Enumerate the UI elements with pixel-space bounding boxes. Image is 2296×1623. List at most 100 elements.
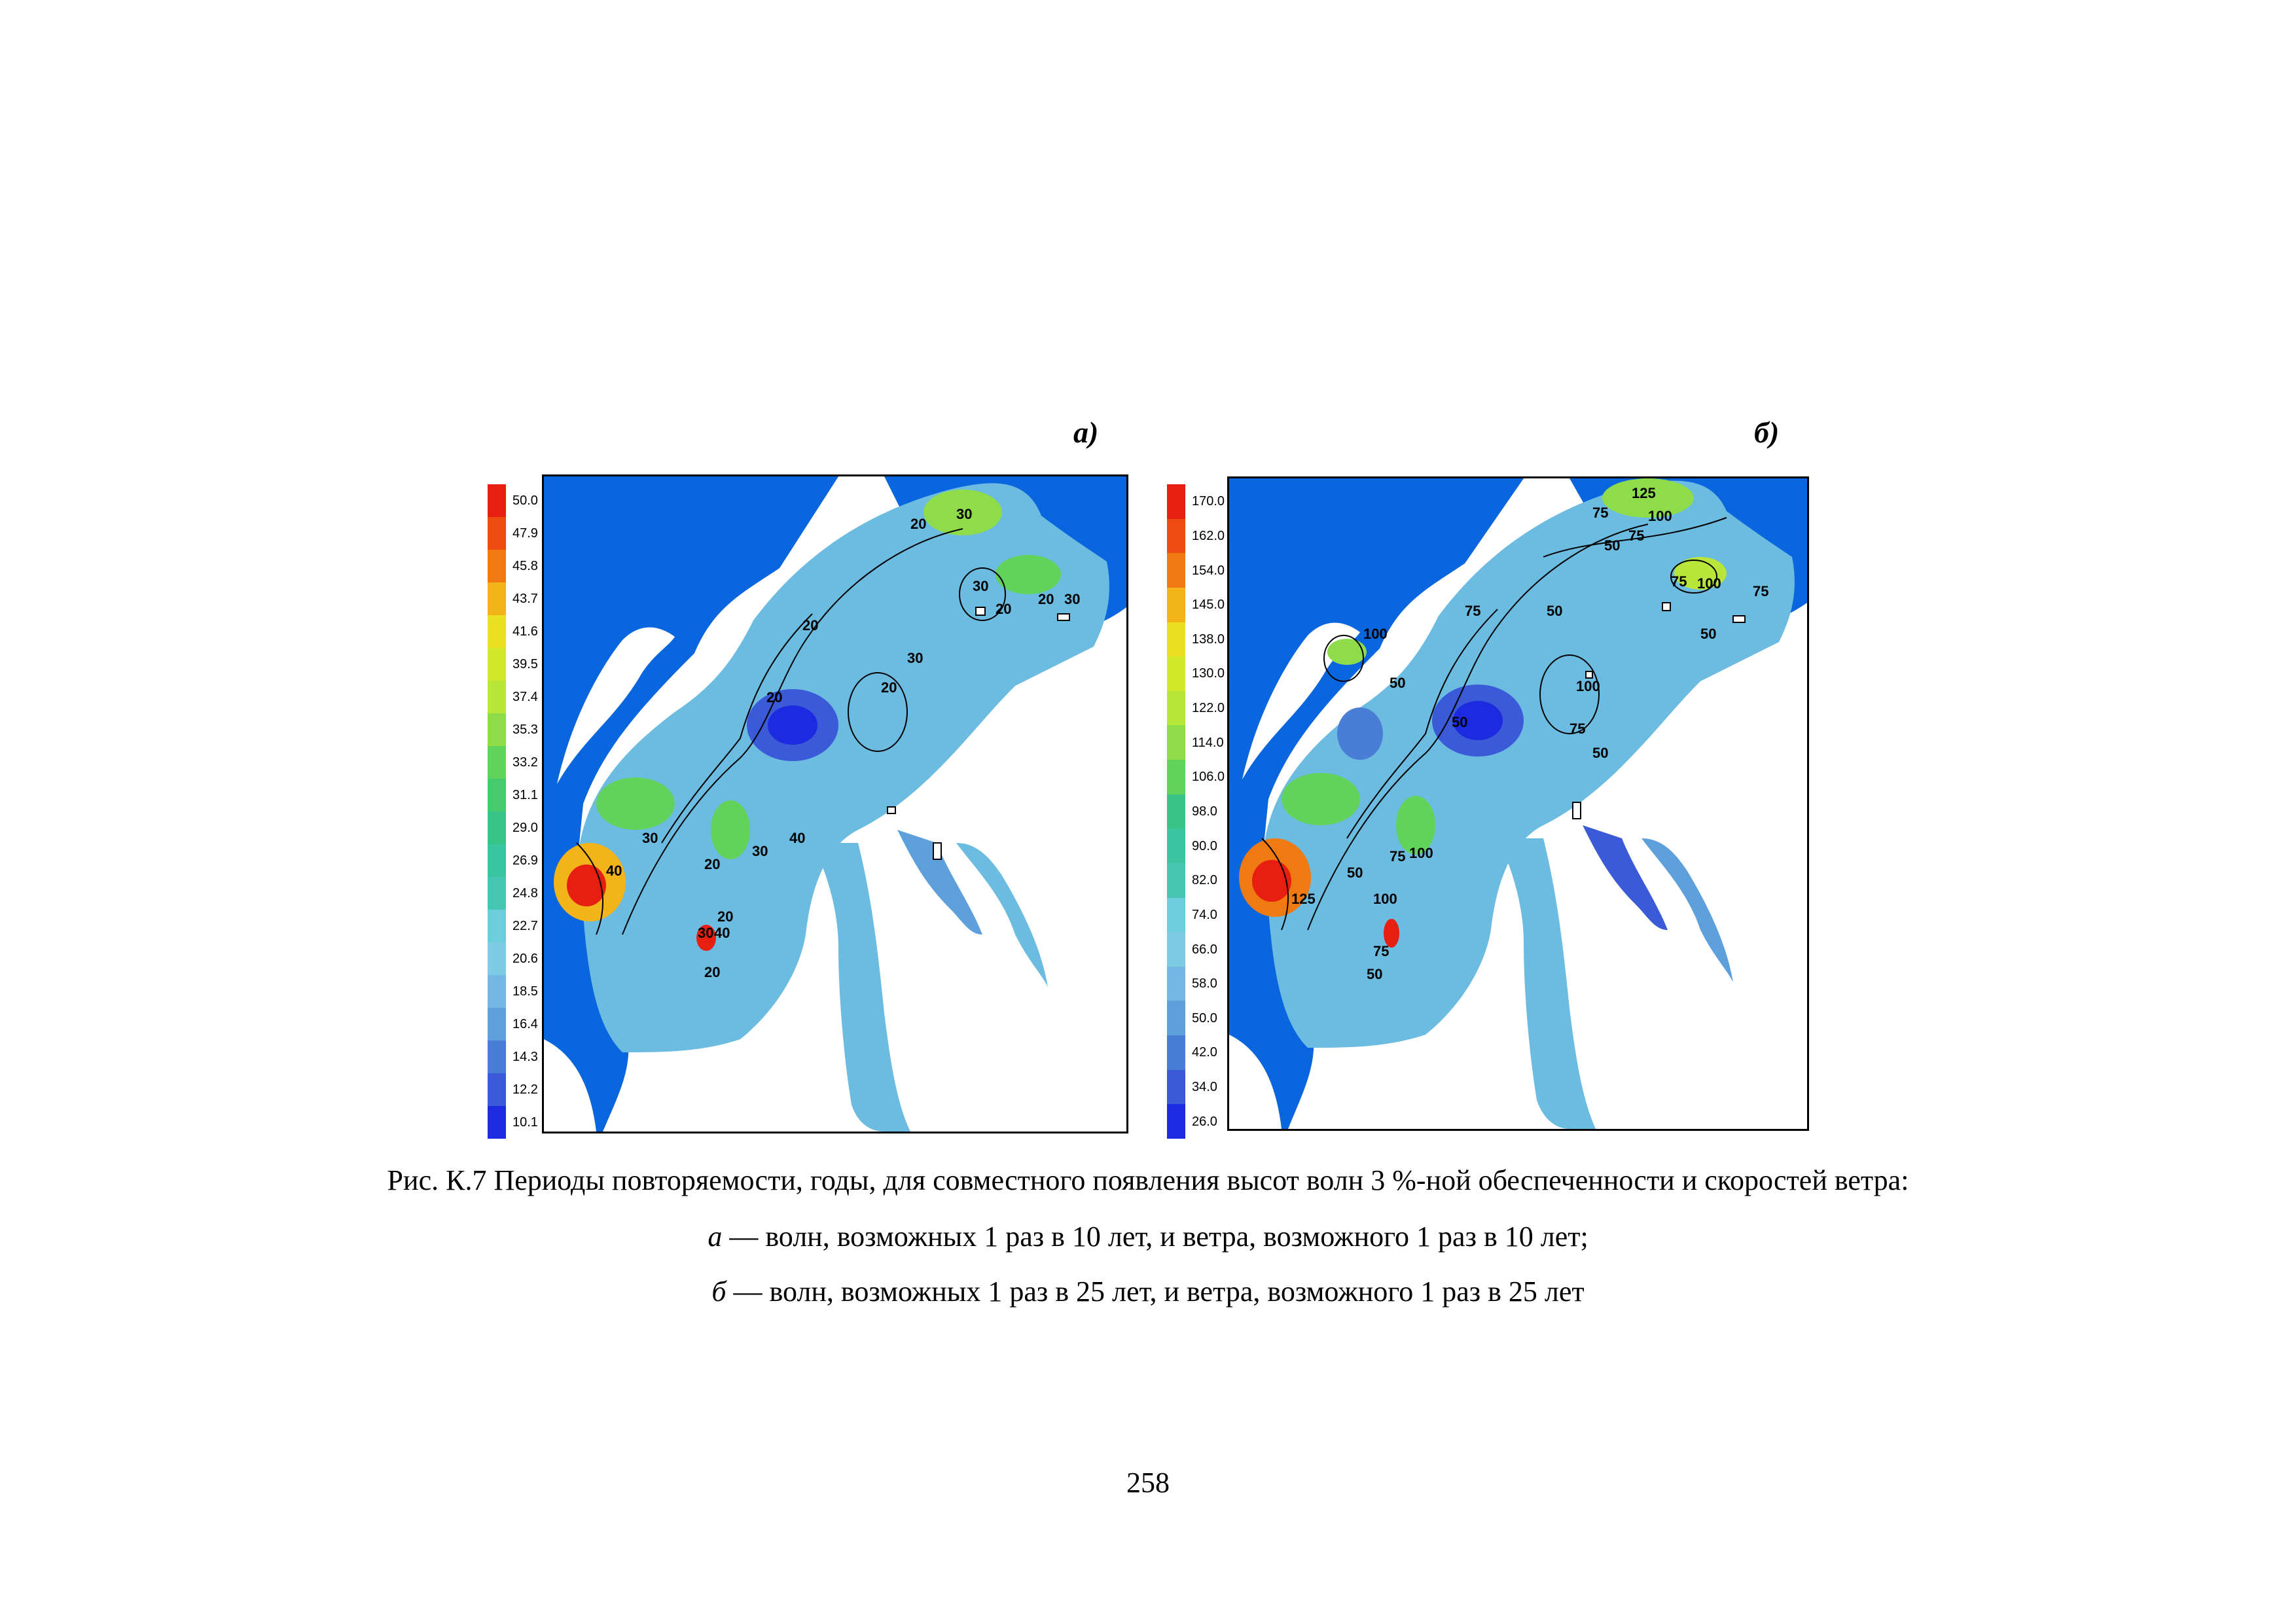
scale-swatch xyxy=(488,615,506,648)
scale-swatch xyxy=(488,517,506,550)
panel-a-letter: а) xyxy=(1073,416,1099,449)
color-scale-b: 170.0 162.0 154.0 145.0 138.0 130.0 122.0 114.0… xyxy=(1167,484,1246,1139)
contour-label: 50 xyxy=(1547,603,1562,619)
scale-swatch xyxy=(1167,1001,1185,1036)
scale-tick-label: 18.5 xyxy=(512,984,538,999)
scale-tick-label: 24.8 xyxy=(512,886,538,901)
contour-label: 125 xyxy=(1291,891,1316,907)
scale-swatch xyxy=(488,942,506,975)
scale-swatch xyxy=(488,1106,506,1139)
scale-swatch xyxy=(488,648,506,681)
scale-tick-label: 14.3 xyxy=(512,1050,538,1064)
scale-swatch xyxy=(488,910,506,942)
scale-swatch xyxy=(1167,690,1185,726)
scale-swatch xyxy=(1167,587,1185,622)
contour-label: 125 xyxy=(1632,485,1656,501)
scale-swatch xyxy=(488,1041,506,1073)
scale-tick-label: 45.8 xyxy=(512,559,538,573)
scale-tick-label: 35.3 xyxy=(512,722,538,737)
scale-swatch xyxy=(488,1073,506,1106)
contour-label: 30 xyxy=(752,843,768,859)
contour-label: 75 xyxy=(1671,573,1687,590)
scale-swatch xyxy=(1167,829,1185,864)
contour-label: 30 xyxy=(907,650,923,666)
scale-tick-label: 34.0 xyxy=(1192,1080,1217,1095)
contour-label: 30 xyxy=(956,506,972,522)
scale-swatch xyxy=(1167,656,1185,692)
scale-tick-label: 10.1 xyxy=(512,1115,538,1130)
scale-swatch xyxy=(1167,1069,1185,1105)
scale-tick-label: 170.0 xyxy=(1192,494,1225,509)
contour-label: 75 xyxy=(1390,848,1405,865)
scale-tick-label: 39.5 xyxy=(512,657,538,671)
contour-label: 30 xyxy=(698,925,713,941)
page-number: 258 xyxy=(1126,1467,1170,1499)
scale-swatch xyxy=(1167,794,1185,829)
scale-tick-label: 162.0 xyxy=(1192,528,1225,543)
contour-label: 75 xyxy=(1753,583,1768,599)
contour-label: 20 xyxy=(996,601,1011,617)
scale-tick-label: 122.0 xyxy=(1192,701,1225,716)
scale-swatch xyxy=(488,746,506,779)
scale-tick-label: 114.0 xyxy=(1192,735,1224,750)
caption-letter-b: б xyxy=(711,1275,726,1308)
scale-swatch xyxy=(1167,1035,1185,1071)
scale-swatch xyxy=(488,844,506,877)
scale-swatch xyxy=(1167,932,1185,967)
contour-label: 75 xyxy=(1628,527,1644,544)
scale-tick-label: 37.4 xyxy=(512,690,538,704)
scale-swatch xyxy=(1167,760,1185,795)
scale-tick-label: 29.0 xyxy=(512,821,538,835)
scale-swatch xyxy=(488,713,506,746)
scale-swatch xyxy=(488,681,506,713)
contour-label: 20 xyxy=(717,908,733,925)
contour-label: 75 xyxy=(1465,603,1480,619)
contour-label: 50 xyxy=(1347,865,1363,881)
contour-label: 100 xyxy=(1576,678,1600,694)
scale-swatch xyxy=(1167,622,1185,657)
contour-label: 40 xyxy=(714,925,730,941)
map-panel-b: 125 75 100 75 50 75 100 75 50 75 50 100 100 50 50 75 50 5… xyxy=(1227,476,1809,1131)
scale-tick-label: 90.0 xyxy=(1192,838,1217,853)
contour-label: 50 xyxy=(1604,537,1620,554)
contour-label: 50 xyxy=(1452,714,1467,730)
scale-tick-label: 20.6 xyxy=(512,952,538,966)
scale-swatch xyxy=(488,779,506,812)
scale-tick-label: 26.9 xyxy=(512,853,538,868)
scale-tick-label: 50.0 xyxy=(1192,1010,1217,1026)
scale-swatch xyxy=(1167,966,1185,1001)
figure-caption-line-2: а — волн, возможных 1 раз в 10 лет, и ве… xyxy=(0,1222,2296,1251)
scale-tick-label: 154.0 xyxy=(1192,563,1225,578)
contour-label: 40 xyxy=(606,863,622,879)
contour-label: 20 xyxy=(881,679,897,696)
scale-swatch xyxy=(488,550,506,582)
scale-swatch xyxy=(488,484,506,517)
scale-tick-label: 12.2 xyxy=(512,1082,538,1097)
contour-label: 100 xyxy=(1648,508,1672,524)
scale-swatch xyxy=(1167,553,1185,588)
contour-label: 50 xyxy=(1390,675,1405,691)
scale-swatch xyxy=(1167,725,1185,760)
contour-label: 100 xyxy=(1409,845,1433,861)
scale-tick-label: 82.0 xyxy=(1192,873,1217,888)
caption-text-b: — волн, возможных 1 раз в 25 лет, и ветр… xyxy=(726,1275,1585,1308)
contour-label: 100 xyxy=(1363,626,1388,642)
contour-label: 20 xyxy=(910,516,926,532)
scale-swatch xyxy=(488,582,506,615)
scale-tick-label: 22.7 xyxy=(512,919,538,933)
scale-tick-label: 98.0 xyxy=(1192,804,1217,819)
scale-tick-label: 66.0 xyxy=(1192,942,1217,957)
scale-swatch xyxy=(488,975,506,1008)
scale-tick-label: 106.0 xyxy=(1192,770,1225,785)
figure-caption-line-3: б — волн, возможных 1 раз в 25 лет, и ве… xyxy=(0,1277,2296,1306)
caption-letter-a: а xyxy=(708,1221,723,1253)
scale-tick-label: 138.0 xyxy=(1192,632,1225,647)
scale-tick-label: 41.6 xyxy=(512,624,538,639)
scale-tick-label: 26.0 xyxy=(1192,1114,1217,1129)
scale-tick-label: 130.0 xyxy=(1192,666,1225,681)
scale-swatch xyxy=(488,812,506,844)
scale-tick-label: 33.2 xyxy=(512,755,538,770)
contour-label: 30 xyxy=(642,830,658,846)
contour-label: 20 xyxy=(766,689,782,705)
contour-label: 75 xyxy=(1592,505,1608,521)
